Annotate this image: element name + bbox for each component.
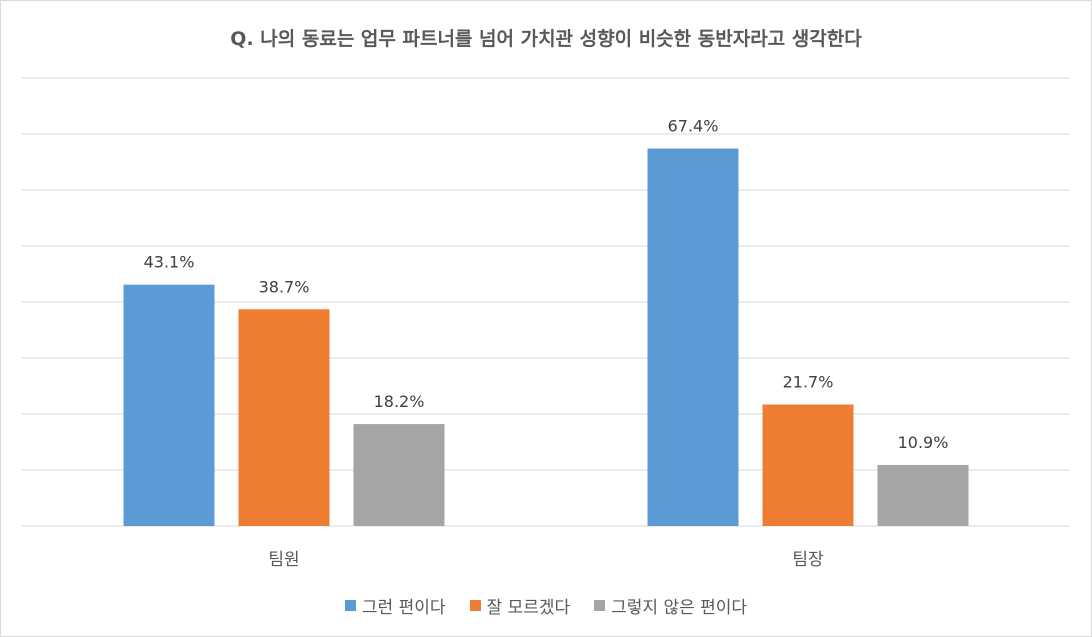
legend-swatch	[594, 600, 606, 611]
bar	[762, 404, 854, 526]
x-tick-label: 팀장	[792, 550, 824, 570]
bar	[238, 309, 330, 526]
bar	[123, 284, 215, 526]
bar	[353, 424, 445, 526]
legend-item: 그렇지 않은 편이다	[594, 593, 747, 618]
legend-item: 잘 모르겠다	[469, 593, 571, 618]
bar	[877, 464, 969, 526]
legend-label: 그런 편이다	[361, 598, 446, 618]
data-label: 18.2%	[374, 392, 425, 411]
data-label: 21.7%	[783, 372, 834, 391]
bar	[647, 148, 739, 526]
chart-title: Q. 나의 동료는 업무 파트너를 넘어 가치관 성향이 비슷한 동반자라고 생…	[230, 28, 862, 50]
data-label: 38.7%	[259, 277, 310, 296]
legend: 그런 편이다 잘 모르겠다 그렇지 않은 편이다	[0, 593, 1092, 618]
legend-swatch	[469, 600, 481, 611]
x-tick-label: 팀원	[268, 550, 299, 570]
data-label: 10.9%	[898, 433, 949, 452]
data-label: 67.4%	[668, 117, 719, 136]
legend-item: 그런 편이다	[344, 593, 446, 618]
data-label: 43.1%	[144, 253, 195, 272]
legend-label: 잘 모르겠다	[486, 598, 571, 618]
legend-label: 그렇지 않은 편이다	[611, 598, 748, 618]
legend-swatch	[344, 600, 356, 611]
